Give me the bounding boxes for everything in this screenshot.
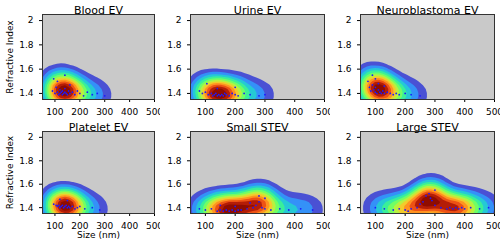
svg-text:1.8: 1.8	[167, 40, 182, 50]
svg-text:100: 100	[367, 107, 384, 117]
svg-text:400: 400	[286, 107, 303, 117]
svg-text:2: 2	[346, 15, 352, 25]
svg-text:400: 400	[456, 221, 473, 231]
svg-text:1.4: 1.4	[19, 203, 34, 213]
svg-text:300: 300	[96, 220, 114, 231]
svg-text:1.6: 1.6	[19, 64, 34, 74]
svg-text:1.4: 1.4	[337, 203, 352, 213]
svg-text:1.4: 1.4	[337, 88, 352, 98]
svg-text:1.4: 1.4	[167, 203, 182, 213]
svg-text:200: 200	[396, 220, 414, 231]
svg-text:Refractive Index: Refractive Index	[5, 135, 15, 209]
svg-text:1.6: 1.6	[167, 179, 182, 189]
svg-text:300: 300	[96, 107, 113, 117]
svg-text:500: 500	[486, 107, 500, 117]
svg-text:300: 300	[426, 107, 443, 117]
svg-text:100: 100	[197, 107, 214, 117]
svg-text:1.8: 1.8	[337, 156, 352, 166]
svg-text:2: 2	[346, 132, 352, 142]
svg-text:200: 200	[71, 107, 88, 117]
svg-text:400: 400	[286, 221, 303, 231]
svg-text:300: 300	[426, 220, 444, 231]
svg-text:1.6: 1.6	[19, 179, 34, 189]
svg-text:Neuroblastoma EV: Neuroblastoma EV	[377, 4, 479, 17]
svg-text:400: 400	[121, 107, 138, 117]
svg-text:Small STEV: Small STEV	[226, 121, 289, 134]
svg-text:2: 2	[28, 132, 34, 142]
svg-text:1.6: 1.6	[337, 64, 352, 74]
svg-text:Refractive Index: Refractive Index	[5, 20, 15, 94]
svg-text:500: 500	[486, 221, 500, 231]
svg-text:300: 300	[256, 220, 274, 231]
svg-text:100: 100	[367, 221, 384, 231]
svg-text:500: 500	[315, 220, 334, 231]
svg-text:300: 300	[256, 107, 273, 117]
svg-text:2: 2	[176, 15, 182, 25]
svg-text:Large STEV: Large STEV	[396, 121, 459, 134]
svg-text:1.8: 1.8	[167, 156, 182, 166]
svg-text:500: 500	[145, 106, 164, 117]
svg-text:Blood EV: Blood EV	[74, 4, 123, 17]
svg-text:200: 200	[226, 220, 244, 231]
svg-text:400: 400	[121, 221, 138, 231]
svg-text:1.8: 1.8	[337, 40, 352, 50]
svg-text:Size (nm): Size (nm)	[236, 230, 279, 240]
svg-text:100: 100	[197, 221, 214, 231]
svg-text:500: 500	[315, 106, 334, 117]
svg-text:100: 100	[46, 107, 63, 117]
svg-text:400: 400	[456, 107, 473, 117]
svg-text:Platelet EV: Platelet EV	[69, 121, 129, 134]
svg-text:1.6: 1.6	[337, 179, 352, 189]
svg-text:1.4: 1.4	[19, 88, 34, 98]
svg-text:1.4: 1.4	[167, 88, 182, 98]
svg-text:Size (nm): Size (nm)	[77, 230, 120, 240]
svg-text:500: 500	[145, 220, 164, 231]
svg-text:2: 2	[28, 15, 34, 25]
svg-text:2: 2	[176, 132, 182, 142]
svg-text:200: 200	[397, 107, 414, 117]
svg-text:200: 200	[71, 220, 89, 231]
svg-text:1.6: 1.6	[167, 64, 182, 74]
svg-text:1.8: 1.8	[19, 156, 34, 166]
svg-text:Urine EV: Urine EV	[234, 4, 282, 17]
svg-text:100: 100	[46, 221, 63, 231]
svg-text:1.8: 1.8	[19, 40, 34, 50]
svg-text:Size (nm): Size (nm)	[406, 230, 449, 240]
svg-text:200: 200	[227, 107, 244, 117]
